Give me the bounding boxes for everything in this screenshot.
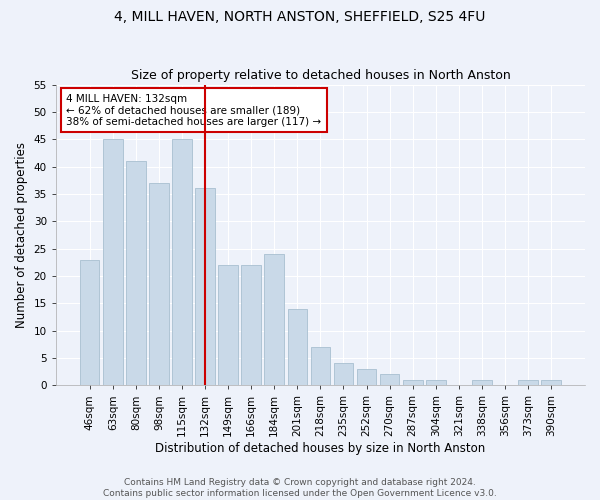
Y-axis label: Number of detached properties: Number of detached properties: [15, 142, 28, 328]
Bar: [126, 161, 146, 386]
Text: 4, MILL HAVEN, NORTH ANSTON, SHEFFIELD, S25 4FU: 4, MILL HAVEN, NORTH ANSTON, SHEFFIELD, …: [115, 10, 485, 24]
X-axis label: Distribution of detached houses by size in North Anston: Distribution of detached houses by size …: [155, 442, 485, 455]
Bar: [472, 380, 492, 386]
Bar: [541, 380, 561, 386]
Bar: [172, 139, 192, 386]
Bar: [265, 254, 284, 386]
Title: Size of property relative to detached houses in North Anston: Size of property relative to detached ho…: [131, 69, 510, 82]
Text: 4 MILL HAVEN: 132sqm
← 62% of detached houses are smaller (189)
38% of semi-deta: 4 MILL HAVEN: 132sqm ← 62% of detached h…: [67, 94, 322, 127]
Bar: [287, 308, 307, 386]
Text: Contains HM Land Registry data © Crown copyright and database right 2024.
Contai: Contains HM Land Registry data © Crown c…: [103, 478, 497, 498]
Bar: [380, 374, 400, 386]
Bar: [311, 347, 330, 386]
Bar: [195, 188, 215, 386]
Bar: [403, 380, 422, 386]
Bar: [149, 183, 169, 386]
Bar: [218, 265, 238, 386]
Bar: [241, 265, 261, 386]
Bar: [357, 369, 376, 386]
Bar: [103, 139, 122, 386]
Bar: [426, 380, 446, 386]
Bar: [80, 260, 100, 386]
Bar: [334, 364, 353, 386]
Bar: [518, 380, 538, 386]
